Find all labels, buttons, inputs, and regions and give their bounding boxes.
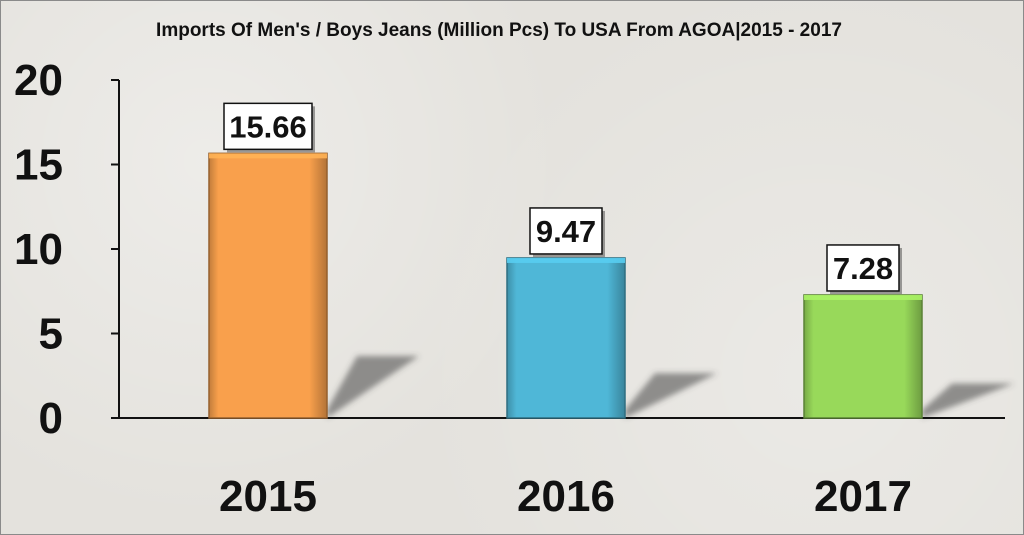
bar-shadow bbox=[327, 356, 419, 418]
data-label: 7.28 bbox=[833, 251, 893, 286]
bar-shadow bbox=[625, 373, 717, 418]
bar-2017 bbox=[803, 294, 923, 419]
x-tick-label: 2016 bbox=[517, 472, 615, 521]
data-label: 9.47 bbox=[536, 214, 596, 249]
data-label-box bbox=[223, 102, 313, 151]
chart-title: Imports Of Men's / Boys Jeans (Million P… bbox=[156, 20, 842, 41]
bar-2015 bbox=[208, 152, 328, 419]
data-label-box bbox=[529, 207, 603, 255]
bar-top-bevel bbox=[507, 257, 625, 263]
y-tick-label: 15 bbox=[14, 141, 63, 190]
x-tick-label: 2015 bbox=[219, 472, 317, 521]
bars bbox=[208, 152, 923, 419]
bar-2016 bbox=[506, 257, 626, 419]
data-label-box bbox=[826, 244, 900, 292]
bar-shadows bbox=[327, 356, 1014, 418]
y-tick-label: 0 bbox=[39, 394, 63, 443]
tick-labels: 0 5 10 15 20 2015 2016 2017 bbox=[14, 56, 912, 521]
data-labels: 15.66 9.47 7.28 bbox=[223, 102, 902, 294]
data-label: 15.66 bbox=[229, 109, 307, 144]
y-tick-label: 10 bbox=[14, 225, 63, 274]
y-tick-label: 20 bbox=[14, 56, 63, 105]
bar-shadow bbox=[922, 383, 1014, 418]
bar-top-bevel bbox=[804, 294, 922, 300]
bar-top-bevel bbox=[209, 153, 327, 159]
x-tick-label: 2017 bbox=[814, 472, 912, 521]
y-tick-label: 5 bbox=[39, 310, 63, 359]
